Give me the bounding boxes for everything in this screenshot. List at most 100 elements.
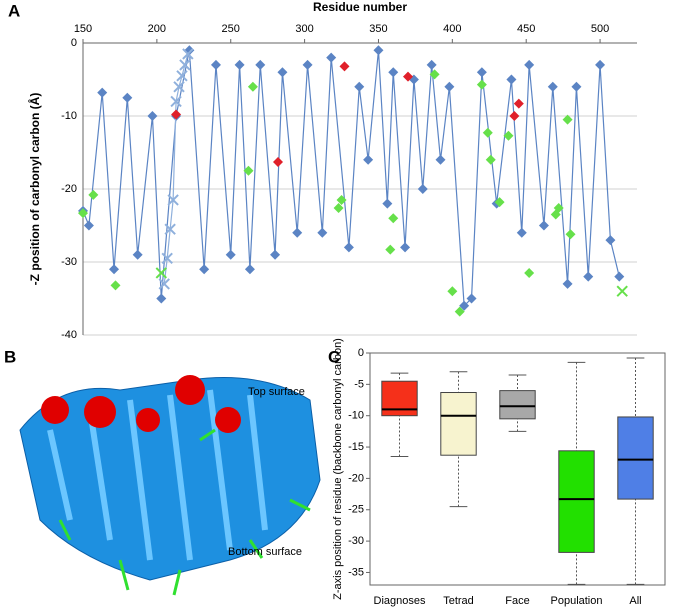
y-tick-label: -5	[354, 378, 364, 390]
point	[343, 242, 354, 253]
point	[78, 208, 88, 219]
image-label: Bottom surface	[228, 546, 302, 558]
point	[553, 202, 564, 213]
point	[339, 61, 350, 72]
point	[614, 271, 625, 282]
y-tick-label: -20	[61, 183, 77, 195]
image-label: Top surface	[248, 386, 305, 398]
point	[247, 81, 258, 92]
point	[466, 293, 477, 304]
point	[509, 111, 520, 121]
series-line	[82, 50, 620, 308]
point	[170, 95, 182, 108]
point	[199, 264, 210, 275]
x-tick-label: All	[629, 595, 641, 607]
protein-image	[10, 370, 330, 610]
point	[326, 52, 337, 63]
point	[516, 227, 527, 238]
point	[382, 198, 393, 209]
point	[292, 227, 303, 238]
point	[429, 69, 440, 80]
point	[388, 67, 399, 78]
point	[164, 223, 176, 235]
x-tick-label: Diagnoses	[374, 595, 426, 607]
y-tick-label: -20	[348, 472, 364, 484]
x-tick-label: 450	[517, 23, 535, 35]
point	[363, 154, 374, 165]
plot-frame	[369, 352, 666, 586]
point	[147, 111, 158, 121]
panel-label: A	[8, 1, 20, 20]
point	[524, 59, 535, 70]
point	[538, 220, 549, 231]
point	[255, 59, 266, 70]
point	[385, 244, 396, 255]
point	[171, 109, 182, 120]
point	[562, 114, 573, 125]
point	[476, 79, 487, 90]
point	[565, 229, 576, 240]
point	[243, 165, 254, 176]
point	[273, 156, 284, 167]
y-axis-label: -Z position of carbonyl carbon (Å)	[27, 93, 42, 286]
point	[373, 45, 384, 56]
point	[454, 306, 465, 317]
x-tick-label: Population	[551, 595, 603, 607]
point	[176, 70, 188, 82]
point	[167, 194, 179, 206]
point	[182, 48, 194, 60]
x-axis-label: Residue number	[313, 0, 407, 14]
point	[571, 81, 582, 92]
point	[225, 249, 236, 260]
point	[88, 189, 99, 200]
y-tick-label: -35	[348, 566, 364, 578]
point	[161, 252, 173, 265]
y-tick-label: -40	[61, 329, 77, 341]
point	[562, 278, 573, 289]
point	[179, 59, 191, 71]
box	[558, 450, 595, 553]
point	[234, 59, 245, 70]
point	[97, 87, 108, 98]
x-tick-label: 500	[591, 23, 609, 35]
point	[83, 220, 94, 231]
point	[302, 59, 313, 70]
panel-label: B	[4, 347, 16, 366]
point	[270, 249, 281, 260]
x-tick-label: 150	[74, 23, 92, 35]
point	[524, 267, 535, 278]
point	[132, 249, 143, 260]
y-tick-label: -15	[348, 441, 364, 453]
point	[583, 271, 594, 282]
point	[122, 92, 133, 103]
point	[459, 300, 470, 311]
y-axis-label: Z-axis position of residue (backbone car…	[332, 338, 344, 600]
point	[447, 286, 458, 297]
point	[482, 127, 493, 138]
y-tick-label: 0	[358, 347, 364, 359]
point	[444, 81, 455, 92]
point	[109, 264, 120, 275]
point	[173, 81, 185, 93]
point	[605, 235, 616, 246]
point	[476, 67, 487, 78]
point	[506, 74, 517, 85]
point	[333, 202, 344, 213]
point	[435, 154, 446, 165]
point	[277, 67, 288, 78]
y-tick-label: 0	[71, 37, 77, 49]
x-tick-label: 350	[369, 23, 387, 35]
point	[244, 264, 255, 275]
y-tick-label: -10	[61, 110, 77, 122]
point	[354, 81, 365, 92]
point	[503, 130, 514, 141]
x-tick-label: Tetrad	[443, 595, 474, 607]
point	[513, 98, 524, 109]
box	[381, 380, 418, 417]
point	[426, 59, 437, 70]
point	[485, 154, 496, 165]
point	[494, 197, 505, 208]
box	[617, 416, 654, 500]
point	[616, 285, 628, 297]
point	[400, 242, 411, 253]
